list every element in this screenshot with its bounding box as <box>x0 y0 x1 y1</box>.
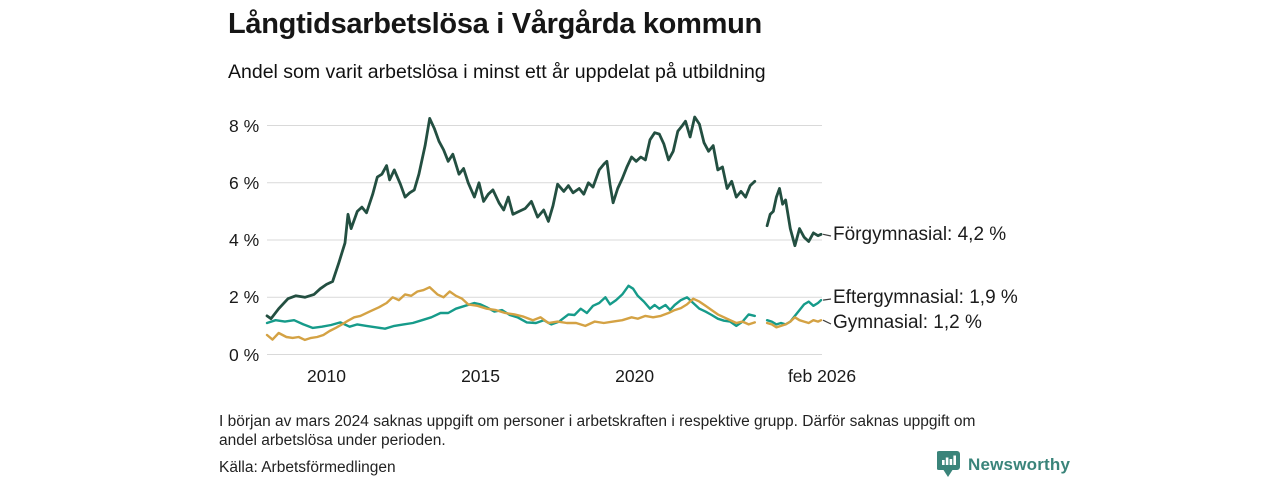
y-tick-label: 6 % <box>229 172 260 193</box>
y-tick-label: 8 % <box>229 115 260 136</box>
x-tick-label: 2010 <box>307 366 346 386</box>
chart-title: Långtidsarbetslösa i Vårgårda kommun <box>228 8 762 40</box>
footnote-line-1: I början av mars 2024 saknas uppgift om … <box>219 413 976 430</box>
line-eftergymnasial <box>765 298 823 326</box>
label-connector <box>822 233 832 237</box>
x-tick-label: 2020 <box>615 366 655 386</box>
bar-chart-pin-icon <box>937 451 960 477</box>
x-tick-label: feb 2026 <box>787 366 857 386</box>
label-connector <box>822 298 832 301</box>
source-label: Källa: Arbetsförmedlingen <box>219 459 396 476</box>
x-tick-label: 2015 <box>461 366 501 386</box>
newsworthy-logo-text: Newsworthy <box>968 454 1071 474</box>
y-tick-label: 0 % <box>229 344 260 365</box>
series-label-forgymnasial: Förgymnasial: 4,2 % <box>833 224 1007 245</box>
series-label-gymnasial: Gymnasial: 1,2 % <box>833 312 982 333</box>
series-label-eftergymnasial: Eftergymnasial: 1,9 % <box>833 287 1018 308</box>
line-förgymnasial <box>265 115 757 321</box>
line-gymnasial <box>765 316 823 329</box>
footnote: I början av mars 2024 saknas uppgift om … <box>219 412 975 450</box>
chart-subtitle: Andel som varit arbetslösa i minst ett å… <box>228 61 766 83</box>
y-tick-label: 2 % <box>229 287 260 308</box>
line-gymnasial <box>265 286 756 342</box>
label-connector <box>822 319 832 325</box>
line-förgymnasial <box>765 187 823 248</box>
y-tick-label: 4 % <box>229 230 260 251</box>
footnote-line-2: andel arbetslösa under perioden. <box>219 432 446 449</box>
newsworthy-logo[interactable]: Newsworthy <box>937 451 1070 478</box>
